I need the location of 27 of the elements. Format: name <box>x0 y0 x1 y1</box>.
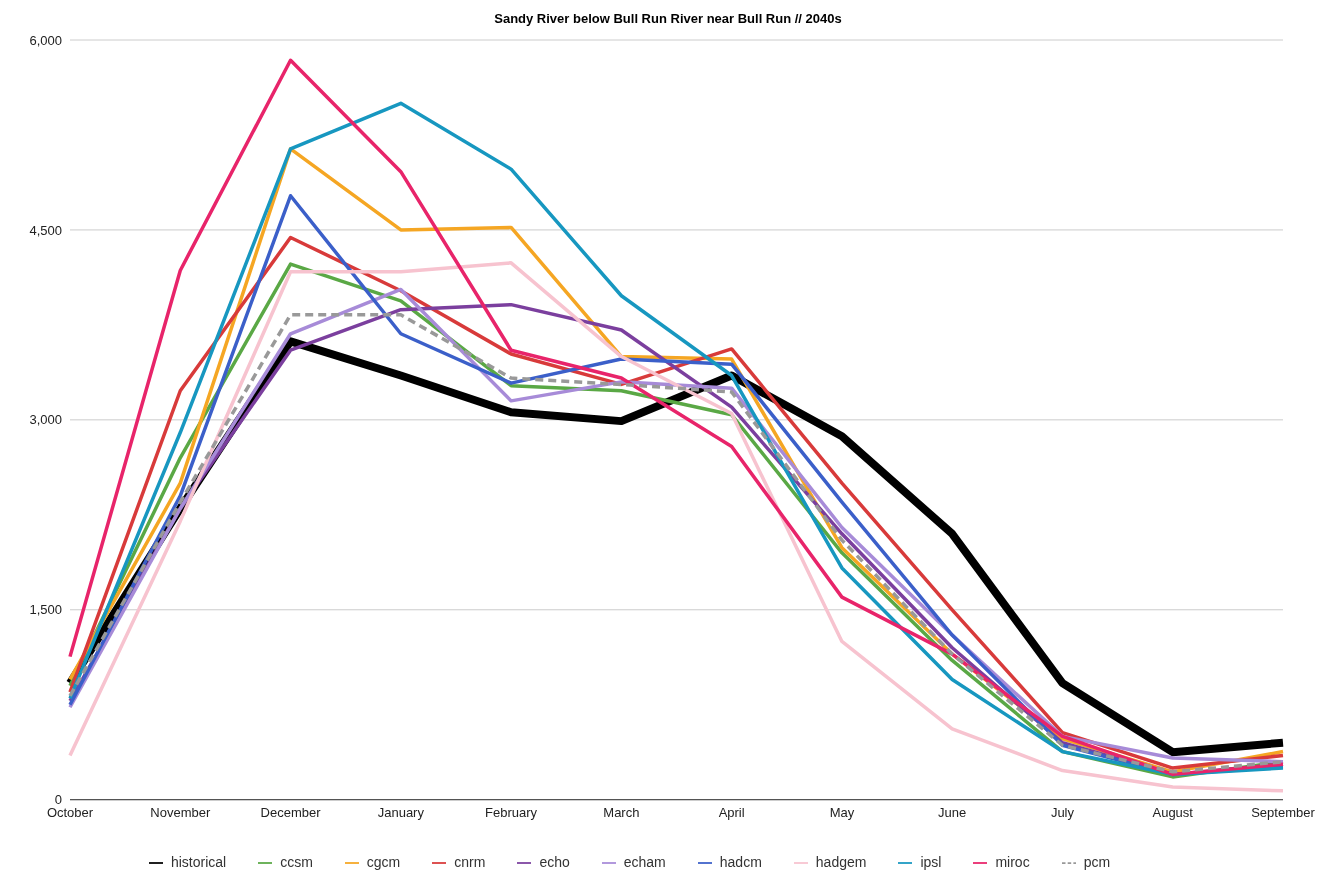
legend-label: hadgem <box>815 853 867 870</box>
x-tick-label: March <box>603 804 640 820</box>
x-tick-label: November <box>150 804 211 820</box>
y-tick-label: 3,000 <box>29 412 62 428</box>
legend-label: ccsm <box>280 853 313 870</box>
legend-label: ipsl <box>920 853 942 870</box>
y-tick-label: 6,000 <box>29 32 62 48</box>
x-tick-label: June <box>938 804 967 820</box>
x-tick-label: August <box>1152 804 1194 820</box>
x-tick-label: February <box>485 804 538 820</box>
x-tick-label: January <box>377 804 425 820</box>
legend-label: echo <box>539 853 570 870</box>
x-tick-label: April <box>718 804 745 820</box>
y-tick-label: 1,500 <box>29 602 62 618</box>
legend-label: echam <box>623 853 666 870</box>
legend-label: cnrm <box>454 853 486 870</box>
chart-title: Sandy River below Bull Run River near Bull Run // 2040s <box>493 10 843 28</box>
x-tick-label: May <box>829 804 855 820</box>
legend-label: historical <box>170 853 227 870</box>
legend-label: miroc <box>995 853 1030 870</box>
y-tick-label: 4,500 <box>29 222 62 238</box>
legend-label: cgcm <box>366 853 401 870</box>
x-tick-label: July <box>1050 804 1075 820</box>
legend-label: hadcm <box>719 853 762 870</box>
x-tick-label: September <box>1251 804 1316 820</box>
legend-label: pcm <box>1083 853 1111 870</box>
x-tick-label: December <box>260 804 322 820</box>
